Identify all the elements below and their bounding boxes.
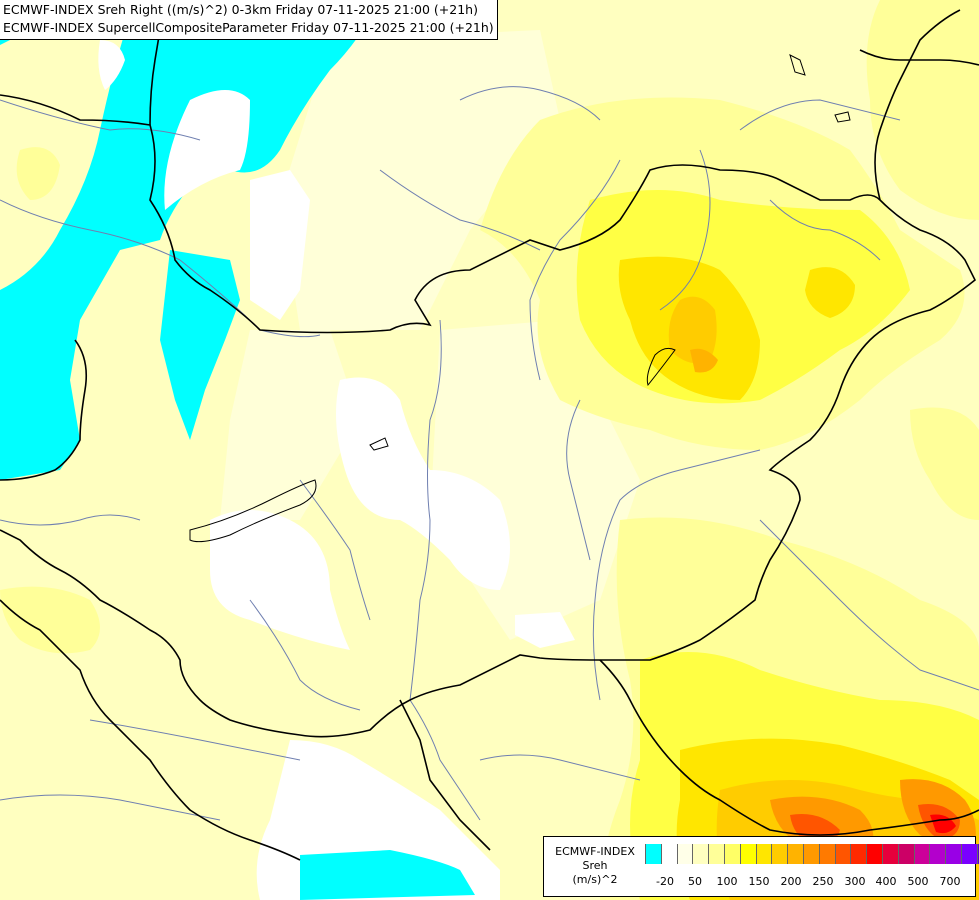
- lake: [834, 111, 851, 123]
- high-value-area: [805, 267, 855, 318]
- map-title-box: ECMWF-INDEX Sreh Right ((m/s)^2) 0-3km F…: [0, 0, 498, 40]
- map-title-line-1: ECMWF-INDEX Sreh Right ((m/s)^2) 0-3km F…: [3, 2, 478, 17]
- lake: [789, 54, 806, 76]
- legend-swatch: [960, 844, 977, 864]
- legend-swatch: [913, 844, 930, 864]
- legend-tick: 100: [716, 875, 738, 888]
- legend-swatch: [755, 844, 772, 864]
- lake: [369, 437, 389, 451]
- legend-swatch: [723, 844, 740, 864]
- pale-shading: [220, 330, 360, 520]
- legend-swatch: [850, 844, 867, 864]
- low-value-area: [250, 170, 310, 320]
- legend-swatch: [660, 844, 677, 864]
- legend-title-line-2: Sreh: [582, 859, 608, 872]
- legend-swatch: [771, 844, 788, 864]
- country-borders: [0, 0, 979, 861]
- legend-swatch: [866, 844, 882, 864]
- legend-tick: 50: [688, 875, 702, 888]
- legend-color-scale: [645, 844, 979, 864]
- legend-tick: 300: [844, 875, 866, 888]
- negative-value-area: [300, 850, 475, 900]
- legend-tick: 250: [812, 875, 834, 888]
- low-value-area: [515, 612, 575, 648]
- legend-swatch: [834, 844, 851, 864]
- legend-swatch: [787, 844, 803, 864]
- high-value-area: [668, 296, 717, 364]
- legend-swatch: [929, 844, 946, 864]
- legend-swatch: [976, 844, 979, 864]
- legend-tick: 150: [748, 875, 770, 888]
- low-value-area: [98, 40, 125, 90]
- moderate-value-area: [16, 147, 61, 200]
- legend-title-line-1: ECMWF-INDEX: [555, 845, 635, 858]
- legend-tick: 200: [780, 875, 802, 888]
- legend-tick: 500: [907, 875, 929, 888]
- legend-unit: (m/s)^2: [572, 873, 618, 886]
- legend-swatch: [897, 844, 914, 864]
- legend-swatch: [881, 844, 898, 864]
- legend-swatch: [676, 844, 693, 864]
- moderate-value-area: [866, 0, 979, 220]
- lake: [646, 347, 676, 387]
- map-title-line-2: ECMWF-INDEX SupercellCompositeParameter …: [3, 20, 494, 35]
- moderate-value-area: [0, 586, 100, 654]
- legend-swatch: [945, 844, 961, 864]
- color-legend: ECMWF-INDEX Sreh (m/s)^2 -20 50 100 150 200 2…: [543, 836, 979, 897]
- legend-swatch: [708, 844, 724, 864]
- legend-tick-labels: -20 50 100 150 200 250 300 400 500 700: [645, 875, 975, 889]
- legend-title: ECMWF-INDEX Sreh (m/s)^2: [548, 845, 642, 887]
- high-value-area: [690, 348, 718, 373]
- legend-swatch: [692, 844, 709, 864]
- legend-tick: 700: [939, 875, 961, 888]
- legend-swatch: [802, 844, 819, 864]
- pale-shading: [280, 30, 560, 330]
- moderate-value-area: [910, 407, 979, 520]
- low-value-area: [210, 510, 350, 650]
- negative-value-area: [0, 0, 380, 480]
- lake-balaton: [189, 479, 317, 543]
- legend-tick: -20: [656, 875, 674, 888]
- low-value-area: [164, 90, 250, 210]
- rivers: [0, 86, 979, 821]
- legend-swatch: [739, 844, 756, 864]
- legend-tick: 400: [875, 875, 897, 888]
- low-value-area: [336, 377, 510, 590]
- legend-swatch: [818, 844, 835, 864]
- legend-swatch: [645, 844, 661, 864]
